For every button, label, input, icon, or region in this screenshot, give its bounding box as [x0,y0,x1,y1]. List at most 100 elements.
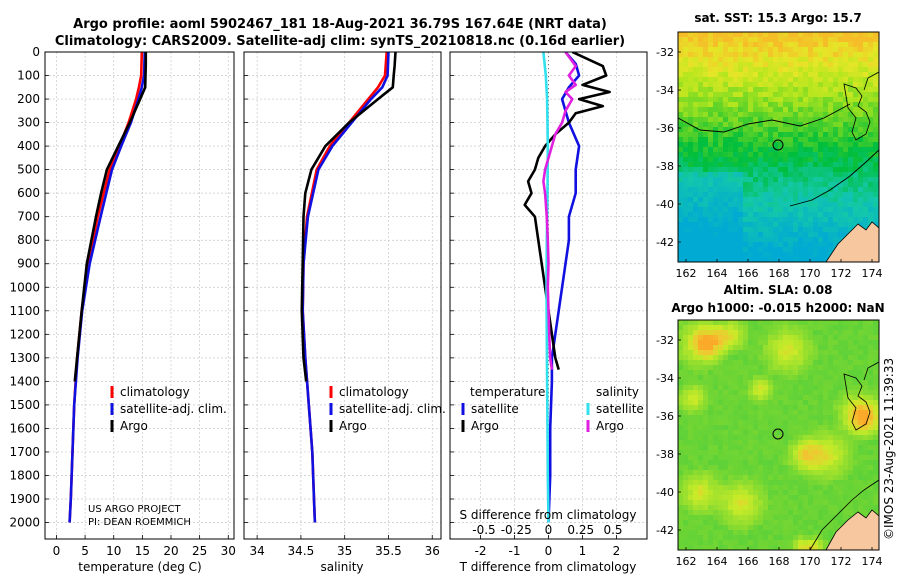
sla-cell [713,495,719,501]
sst-cell [813,97,819,103]
sla-cell [753,355,759,361]
sst-cell [818,87,824,93]
sla-cell [728,385,734,391]
sst-cell [798,177,804,183]
sla-cell [823,420,829,426]
sla-cell [758,495,764,501]
sla-cell [838,355,844,361]
sst-cell [828,217,834,223]
sla-cell [703,370,709,376]
sst-cell [783,147,789,153]
sla-cell [768,525,774,531]
sst-cell [718,57,724,63]
sst-cell [838,62,844,68]
sla-cell [833,340,839,346]
sst-cell [763,182,769,188]
sst-cell [713,192,719,198]
sst-cell [818,197,824,203]
sst-cell [718,217,724,223]
sla-cell [743,525,749,531]
sla-cell [758,390,764,396]
sst-cell [808,177,814,183]
sst-cell [688,92,694,98]
sla-cell [788,530,794,536]
sst-cell [818,37,824,43]
sla-cell [703,495,709,501]
sst-cell [748,162,754,168]
sla-cell [713,330,719,336]
sla-cell [753,515,759,521]
sst-cell [843,217,849,223]
sst-cell [763,197,769,203]
sst-cell [703,147,709,153]
sla-cell [708,365,714,371]
sst-cell [678,162,684,168]
sst-cell [743,57,749,63]
sla-cell [703,465,709,471]
sst-cell [803,227,809,233]
sst-cell [728,182,734,188]
sst-cell [763,147,769,153]
sst-cell [693,162,699,168]
sla-cell [708,355,714,361]
sst-cell [703,207,709,213]
sla-cell [768,385,774,391]
sst-cell [818,207,824,213]
sst-cell [678,192,684,198]
sla-cell [828,340,834,346]
sla-cell [838,345,844,351]
sla-cell [833,495,839,501]
sst-cell [713,142,719,148]
sst-cell [833,217,839,223]
sst-cell [843,162,849,168]
sla-cell [693,440,699,446]
sst-cell [688,97,694,103]
sla-cell [868,350,874,356]
sla-cell [733,480,739,486]
sst-cell [788,112,794,118]
sst-cell [823,197,829,203]
sla-cell [703,430,709,436]
sla-cell [678,480,684,486]
sst-cell [833,102,839,108]
sla-cell [798,425,804,431]
sst-cell [823,247,829,253]
sst-cell [748,52,754,58]
sst-cell [768,127,774,133]
sst-cell [873,52,879,58]
sla-cell [863,375,869,381]
sst-cell [758,217,764,223]
sst-cell [683,222,689,228]
sst-cell [758,152,764,158]
sla-cell [848,410,854,416]
sla-cell [788,405,794,411]
sst-cell [683,57,689,63]
sla-cell [858,505,864,511]
sst-cell [743,32,749,38]
sla-cell [753,390,759,396]
sla-cell [758,455,764,461]
sla-cell [738,440,744,446]
sla-cell [818,390,824,396]
sst-cell [708,232,714,238]
sla-cell [843,410,849,416]
sst-cell [708,142,714,148]
sst-cell [848,127,854,133]
sla-cell [838,490,844,496]
sst-cell [773,212,779,218]
sst-cell [693,117,699,123]
sst-cell [848,42,854,48]
sla-cell [708,495,714,501]
sla-cell [698,350,704,356]
sst-cell [768,62,774,68]
difference-legend: temperature satellite Argo salinity sate… [461,385,644,433]
sst-cell [688,227,694,233]
series-line-argo [73,52,148,382]
sst-cell [838,172,844,178]
sla-cell [843,425,849,431]
sst-cell [743,222,749,228]
sla-cell [778,375,784,381]
sla-cell [848,400,854,406]
sla-cell [788,545,794,550]
sla-cell [768,365,774,371]
